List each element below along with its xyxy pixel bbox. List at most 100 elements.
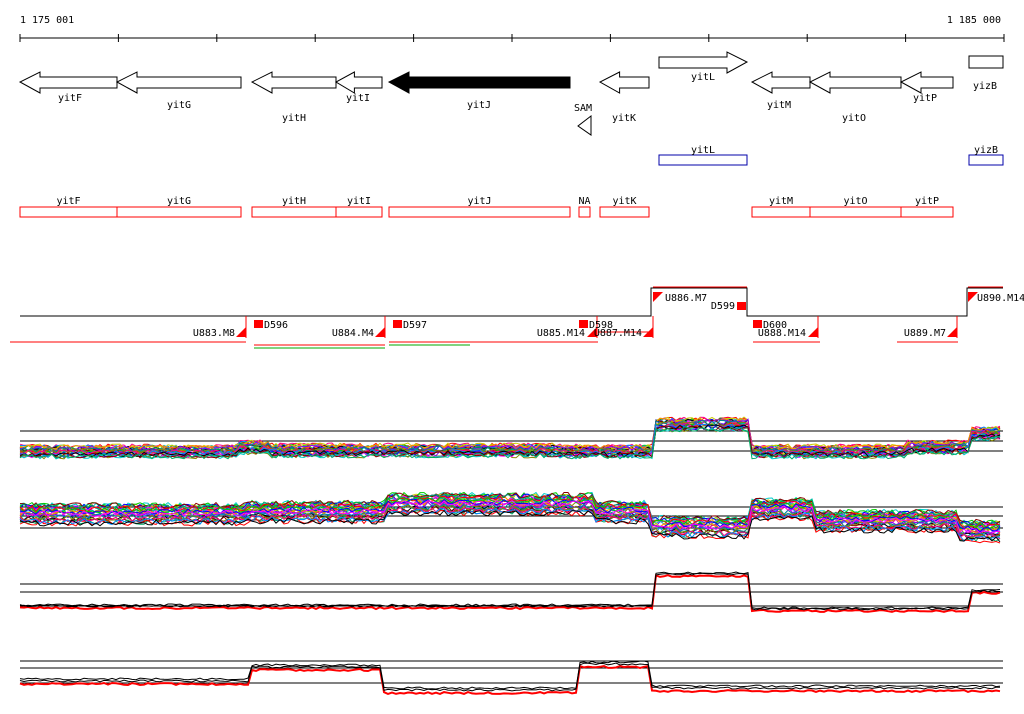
transcript-box[interactable] xyxy=(251,206,337,218)
reverse-transcript-yitM[interactable]: yitM xyxy=(751,196,811,218)
gene-label: yizB xyxy=(973,81,997,92)
ruler-start-label: 1 175 001 xyxy=(20,15,74,26)
gene-label: yitP xyxy=(913,93,937,104)
profile-line xyxy=(19,662,1001,692)
segment-marker[interactable] xyxy=(753,320,762,328)
segment-upstream-U889.M7[interactable]: U889.M7 xyxy=(904,316,958,339)
reverse-transcript-yitH[interactable]: yitH xyxy=(251,196,337,218)
profile-line xyxy=(19,423,1001,457)
segment-upstream-U887.M14[interactable]: U887.M14 xyxy=(594,316,654,339)
segment-marker[interactable] xyxy=(393,320,402,328)
reverse-transcript-yitI[interactable]: yitI xyxy=(335,196,383,218)
segment-upstream-U884.M4[interactable]: U884.M4 xyxy=(332,316,386,339)
gene-arrow[interactable] xyxy=(968,55,1004,69)
reverse-transcript-yitK[interactable]: yitK xyxy=(599,196,650,218)
segment-marker[interactable] xyxy=(643,327,653,337)
gene-yitK[interactable]: yitK xyxy=(598,71,650,124)
gene-arrow[interactable] xyxy=(598,71,650,94)
segment-downstream-D598[interactable]: D598 xyxy=(579,320,613,331)
forward-transcript-yizB[interactable]: yizB xyxy=(968,145,1004,166)
gene-yitO[interactable]: yitO xyxy=(808,71,902,124)
reverse-transcript-yitP[interactable]: yitP xyxy=(900,196,954,218)
segment-marker[interactable] xyxy=(653,292,663,302)
reverse-transcript-yitG[interactable]: yitG xyxy=(116,196,242,218)
transcript-box[interactable] xyxy=(116,206,242,218)
transcript-label: yitK xyxy=(612,196,636,207)
segment-upstream-U885.M14[interactable]: U885.M14 xyxy=(537,316,598,339)
gene-yitL[interactable]: yitL xyxy=(658,51,749,83)
transcript-label: yizB xyxy=(974,145,998,156)
transcript-box[interactable] xyxy=(578,206,591,218)
segment-marker[interactable] xyxy=(968,292,978,302)
gene-yitP[interactable]: yitP xyxy=(899,71,954,104)
segment-downstream-D599[interactable]: D599 xyxy=(711,301,746,312)
gene-arrow[interactable] xyxy=(115,71,242,94)
profile-line xyxy=(19,507,1001,542)
transcript-box[interactable] xyxy=(335,206,383,218)
transcript-box[interactable] xyxy=(968,154,1004,166)
segment-upstream-U890.M14[interactable]: U890.M14 xyxy=(968,292,1024,304)
segment-marker[interactable] xyxy=(587,327,597,337)
gene-arrow[interactable] xyxy=(750,71,811,94)
segment-baseline xyxy=(20,287,1003,317)
segment-marker[interactable] xyxy=(737,302,746,310)
gene-yitG[interactable]: yitG xyxy=(115,71,242,111)
gene-yitH[interactable]: yitH xyxy=(250,71,337,124)
riboswitch-feature[interactable]: SAM xyxy=(574,103,592,136)
riboswitch-triangle[interactable] xyxy=(577,114,592,136)
segment-marker[interactable] xyxy=(254,320,263,328)
transcript-box[interactable] xyxy=(388,206,571,218)
gene-arrow[interactable] xyxy=(808,71,902,94)
reverse-transcript-yitJ[interactable]: yitJ xyxy=(388,196,571,218)
gene-yitF[interactable]: yitF xyxy=(18,71,118,104)
gene-yitI[interactable]: yitI xyxy=(334,71,383,104)
gene-arrow[interactable] xyxy=(387,71,571,94)
gene-arrow[interactable] xyxy=(250,71,337,94)
segment-downstream-D597[interactable]: D597 xyxy=(393,320,427,331)
segment-label: U885.M14 xyxy=(537,328,585,339)
gene-label: yitF xyxy=(58,93,82,104)
segment-upstream-U883.M8[interactable]: U883.M8 xyxy=(193,316,247,339)
segment-upstream-U886.M7[interactable]: U886.M7 xyxy=(653,292,707,304)
transcript-box[interactable] xyxy=(658,154,748,166)
coordinate-ruler: 1 175 001 1 185 000 xyxy=(19,15,1005,42)
segment-upstream-U888.M14[interactable]: U888.M14 xyxy=(758,316,819,339)
profile-line xyxy=(19,498,1001,533)
segment-marker[interactable] xyxy=(236,327,246,337)
segment-downstream-D596[interactable]: D596 xyxy=(254,320,288,331)
transcript-label: yitJ xyxy=(467,196,491,207)
transcript-label: NA xyxy=(578,196,590,207)
transcript-label: yitI xyxy=(347,196,371,207)
gene-label: yitG xyxy=(167,100,191,111)
gene-arrow[interactable] xyxy=(899,71,954,94)
profile-line xyxy=(19,417,1001,451)
segment-label: D598 xyxy=(589,320,613,331)
segment-marker[interactable] xyxy=(947,327,957,337)
reverse-transcript-NA[interactable]: NA xyxy=(578,196,591,218)
transcript-box[interactable] xyxy=(809,206,902,218)
gene-arrow[interactable] xyxy=(18,71,118,94)
profile-line xyxy=(19,501,1001,536)
gene-label: yitM xyxy=(767,100,791,111)
gene-label: yitL xyxy=(691,72,715,83)
profile-line xyxy=(19,509,1001,543)
gene-yitM[interactable]: yitM xyxy=(750,71,811,111)
reverse-transcript-yitF[interactable]: yitF xyxy=(19,196,118,218)
segment-marker[interactable] xyxy=(579,320,588,328)
segment-marker[interactable] xyxy=(375,327,385,337)
transcript-box[interactable] xyxy=(599,206,650,218)
profile-line xyxy=(19,574,1001,613)
reverse-transcript-yitO[interactable]: yitO xyxy=(809,196,902,218)
gene-arrow[interactable] xyxy=(334,71,383,94)
segment-marker[interactable] xyxy=(808,327,818,337)
transcript-box[interactable] xyxy=(751,206,811,218)
forward-transcript-yitL[interactable]: yitL xyxy=(658,145,748,166)
profile-line xyxy=(19,660,1001,690)
gene-yizB[interactable]: yizB xyxy=(968,55,1004,92)
segment-label: U887.M14 xyxy=(594,328,642,339)
transcript-box[interactable] xyxy=(900,206,954,218)
gene-yitJ[interactable]: yitJ xyxy=(387,71,571,111)
segment-downstream-D600[interactable]: D600 xyxy=(753,320,787,331)
gene-arrow[interactable] xyxy=(658,51,749,74)
transcript-box[interactable] xyxy=(19,206,118,218)
